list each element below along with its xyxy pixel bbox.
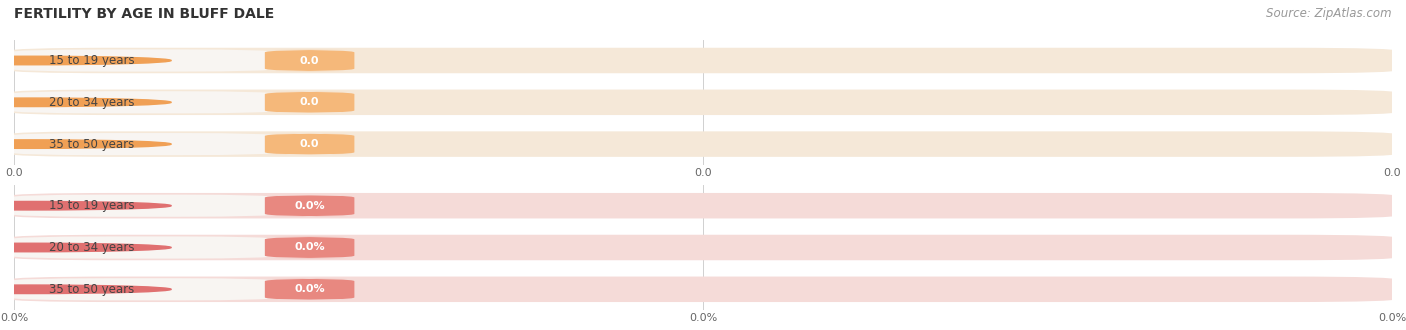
- Text: 35 to 50 years: 35 to 50 years: [48, 138, 134, 150]
- FancyBboxPatch shape: [264, 195, 354, 216]
- Text: FERTILITY BY AGE IN BLUFF DALE: FERTILITY BY AGE IN BLUFF DALE: [14, 7, 274, 20]
- Text: 20 to 34 years: 20 to 34 years: [48, 241, 134, 254]
- Text: 0.0: 0.0: [299, 139, 319, 149]
- FancyBboxPatch shape: [10, 91, 276, 114]
- FancyBboxPatch shape: [10, 133, 276, 155]
- FancyBboxPatch shape: [264, 237, 354, 258]
- FancyBboxPatch shape: [7, 277, 1399, 302]
- Text: 20 to 34 years: 20 to 34 years: [48, 96, 134, 109]
- FancyBboxPatch shape: [10, 195, 276, 217]
- Circle shape: [0, 201, 172, 210]
- Text: Source: ZipAtlas.com: Source: ZipAtlas.com: [1267, 7, 1392, 19]
- FancyBboxPatch shape: [10, 236, 276, 259]
- Text: 0.0%: 0.0%: [294, 284, 325, 294]
- Text: 35 to 50 years: 35 to 50 years: [48, 283, 134, 296]
- FancyBboxPatch shape: [264, 279, 354, 300]
- FancyBboxPatch shape: [7, 48, 1399, 73]
- Text: 0.0: 0.0: [299, 97, 319, 107]
- Circle shape: [0, 98, 172, 107]
- Circle shape: [0, 243, 172, 252]
- Text: 0.0: 0.0: [299, 55, 319, 65]
- Text: 0.0%: 0.0%: [294, 201, 325, 211]
- Circle shape: [0, 285, 172, 294]
- FancyBboxPatch shape: [10, 50, 276, 72]
- Text: 15 to 19 years: 15 to 19 years: [48, 199, 134, 212]
- Text: 15 to 19 years: 15 to 19 years: [48, 54, 134, 67]
- Circle shape: [0, 56, 172, 65]
- Text: 0.0%: 0.0%: [294, 243, 325, 252]
- FancyBboxPatch shape: [264, 92, 354, 113]
- FancyBboxPatch shape: [7, 131, 1399, 157]
- FancyBboxPatch shape: [7, 89, 1399, 115]
- FancyBboxPatch shape: [10, 278, 276, 300]
- FancyBboxPatch shape: [264, 133, 354, 155]
- FancyBboxPatch shape: [7, 193, 1399, 218]
- FancyBboxPatch shape: [264, 50, 354, 71]
- FancyBboxPatch shape: [7, 235, 1399, 260]
- Circle shape: [0, 140, 172, 148]
